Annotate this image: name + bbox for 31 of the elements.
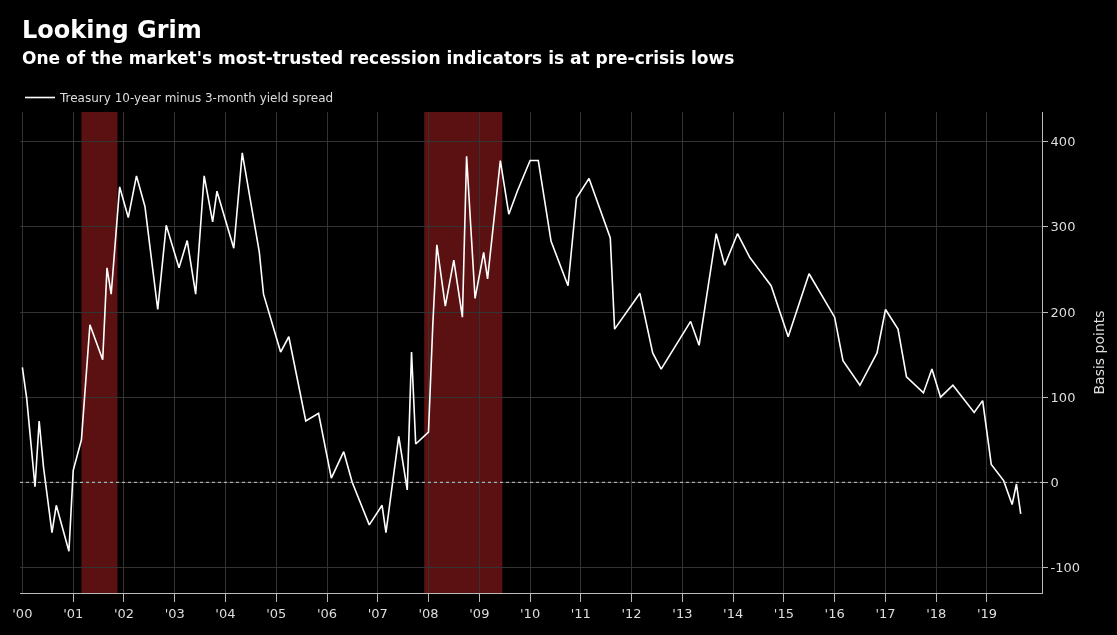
chart-subtitle: One of the market's most-trusted recession indicators is at pre-crisis lows (22, 48, 735, 68)
x-tick-label: '07 (367, 605, 388, 621)
x-tick-label: '08 (418, 605, 439, 621)
x-tick-label: '11 (570, 605, 591, 621)
x-tick-label: '00 (12, 605, 33, 621)
y-tick-label: 300 (1050, 219, 1076, 235)
legend-label: Treasury 10-year minus 3-month yield spread (59, 91, 334, 106)
x-tick-label: '01 (63, 605, 84, 621)
y-axis-title: Basis points (1091, 310, 1108, 395)
chart-title: Looking Grim (22, 16, 202, 44)
y-tick-label: 400 (1050, 134, 1076, 150)
x-tick-label: '17 (875, 605, 896, 621)
x-tick-label: '19 (976, 605, 998, 621)
x-tick-label: '10 (520, 605, 541, 621)
x-tick-label: '13 (672, 605, 693, 621)
line-series (21, 152, 1022, 553)
x-tick-label: '05 (266, 605, 287, 621)
y-tick-label: -100 (1050, 560, 1081, 576)
x-tick-label: '03 (164, 605, 185, 621)
x-tick-label: '14 (723, 605, 744, 621)
x-tick-label: '06 (316, 605, 338, 621)
y-tick-label: 200 (1050, 304, 1076, 320)
x-tick-label: '15 (773, 605, 794, 621)
x-tick-label: '12 (621, 605, 642, 621)
x-tick-label: '02 (113, 605, 135, 621)
x-tick-label: '18 (926, 605, 947, 621)
x-tick-label: '04 (215, 605, 236, 621)
y-tick-label: 100 (1050, 389, 1076, 405)
x-tick-label: '16 (824, 605, 845, 621)
y-tick-label: 0 (1050, 474, 1059, 490)
x-tick-label: '09 (469, 605, 490, 621)
